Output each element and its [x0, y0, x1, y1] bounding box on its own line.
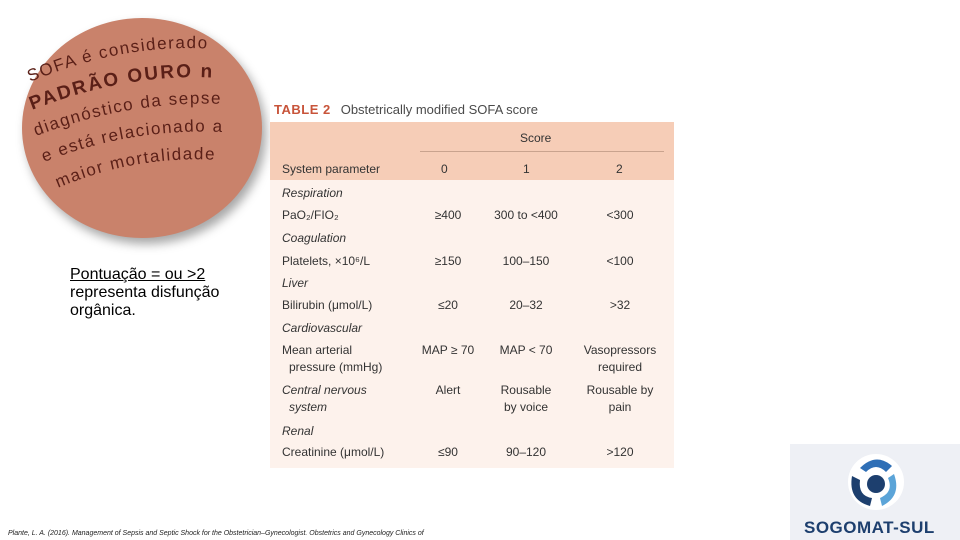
- score-2-cell-cont: pain: [608, 400, 632, 414]
- col-header-1: 1: [523, 162, 530, 176]
- table-title: TABLE 2 Obstetrically modified SOFA scor…: [270, 96, 674, 122]
- row-parameter: Mean arterial: [282, 343, 353, 357]
- row-parameter: Creatinine (μmol/L): [282, 445, 385, 459]
- score-0-cell: Alert: [435, 383, 461, 397]
- col-header-2: 2: [616, 162, 623, 176]
- row-category: Coagulation: [282, 231, 347, 245]
- score-2-cell: <300: [606, 208, 634, 222]
- score-2-cell: Rousable by: [586, 383, 654, 397]
- score-1-cell-cont: by voice: [503, 400, 549, 414]
- sofa-table: TABLE 2 Obstetrically modified SOFA scor…: [270, 96, 674, 468]
- row-parameter-cont: system: [289, 400, 328, 414]
- table-label: TABLE 2: [274, 101, 331, 117]
- score-0-cell: ≥150: [434, 254, 462, 268]
- score-1-cell: 20–32: [509, 298, 543, 312]
- row-parameter: Platelets, ×10⁶/L: [282, 254, 370, 268]
- citation-footer: Plante, L. A. (2016). Management of Seps…: [8, 530, 424, 537]
- row-parameter: Bilirubin (μmol/L): [282, 298, 373, 312]
- score-2-cell: >120: [606, 445, 634, 459]
- score-0-cell: ≤90: [438, 445, 458, 459]
- sogomat-logo-icon: [848, 454, 904, 510]
- logo: SOGOMAT-SUL: [790, 444, 960, 540]
- score-header: Score: [520, 131, 552, 145]
- headline-badge: [22, 18, 262, 238]
- row-category: Cardiovascular: [282, 321, 363, 335]
- row-parameter-cont: pressure (mmHg): [289, 360, 383, 374]
- row-category: Renal: [282, 424, 314, 438]
- score-note: Pontuação = ou >2 representa disfunção o…: [70, 266, 270, 320]
- note-threshold: Pontuação = ou >2: [70, 266, 206, 283]
- score-2-cell: >32: [609, 298, 631, 312]
- score-rule: [420, 151, 664, 152]
- logo-text: SOGOMAT-SUL: [804, 518, 935, 537]
- row-parameter: PaO₂/FIO₂: [282, 208, 339, 222]
- score-1-cell: 90–120: [505, 445, 547, 459]
- col-header-parameter: System parameter: [282, 162, 381, 176]
- score-0-cell: ≥400: [434, 208, 462, 222]
- score-1-cell: 300 to <400: [494, 208, 558, 222]
- score-1-cell: 100–150: [502, 254, 550, 268]
- table-caption: Obstetrically modified SOFA score: [340, 101, 538, 117]
- score-1-cell: MAP < 70: [499, 343, 553, 357]
- score-0-cell: ≤20: [438, 298, 458, 312]
- row-parameter: Central nervous: [282, 383, 367, 397]
- score-2-cell: Vasopressors: [583, 343, 657, 357]
- score-1-cell: Rousable: [500, 383, 552, 397]
- score-0-cell: MAP ≥ 70: [421, 343, 475, 357]
- row-category: Liver: [282, 276, 309, 290]
- row-category: Respiration: [282, 186, 343, 200]
- score-2-cell-cont: required: [597, 360, 643, 374]
- col-header-0: 0: [441, 162, 448, 176]
- score-2-cell: <100: [606, 254, 634, 268]
- table-header: Score System parameter 0 1 2: [270, 122, 674, 180]
- note-text: representa disfunção orgânica.: [70, 284, 220, 319]
